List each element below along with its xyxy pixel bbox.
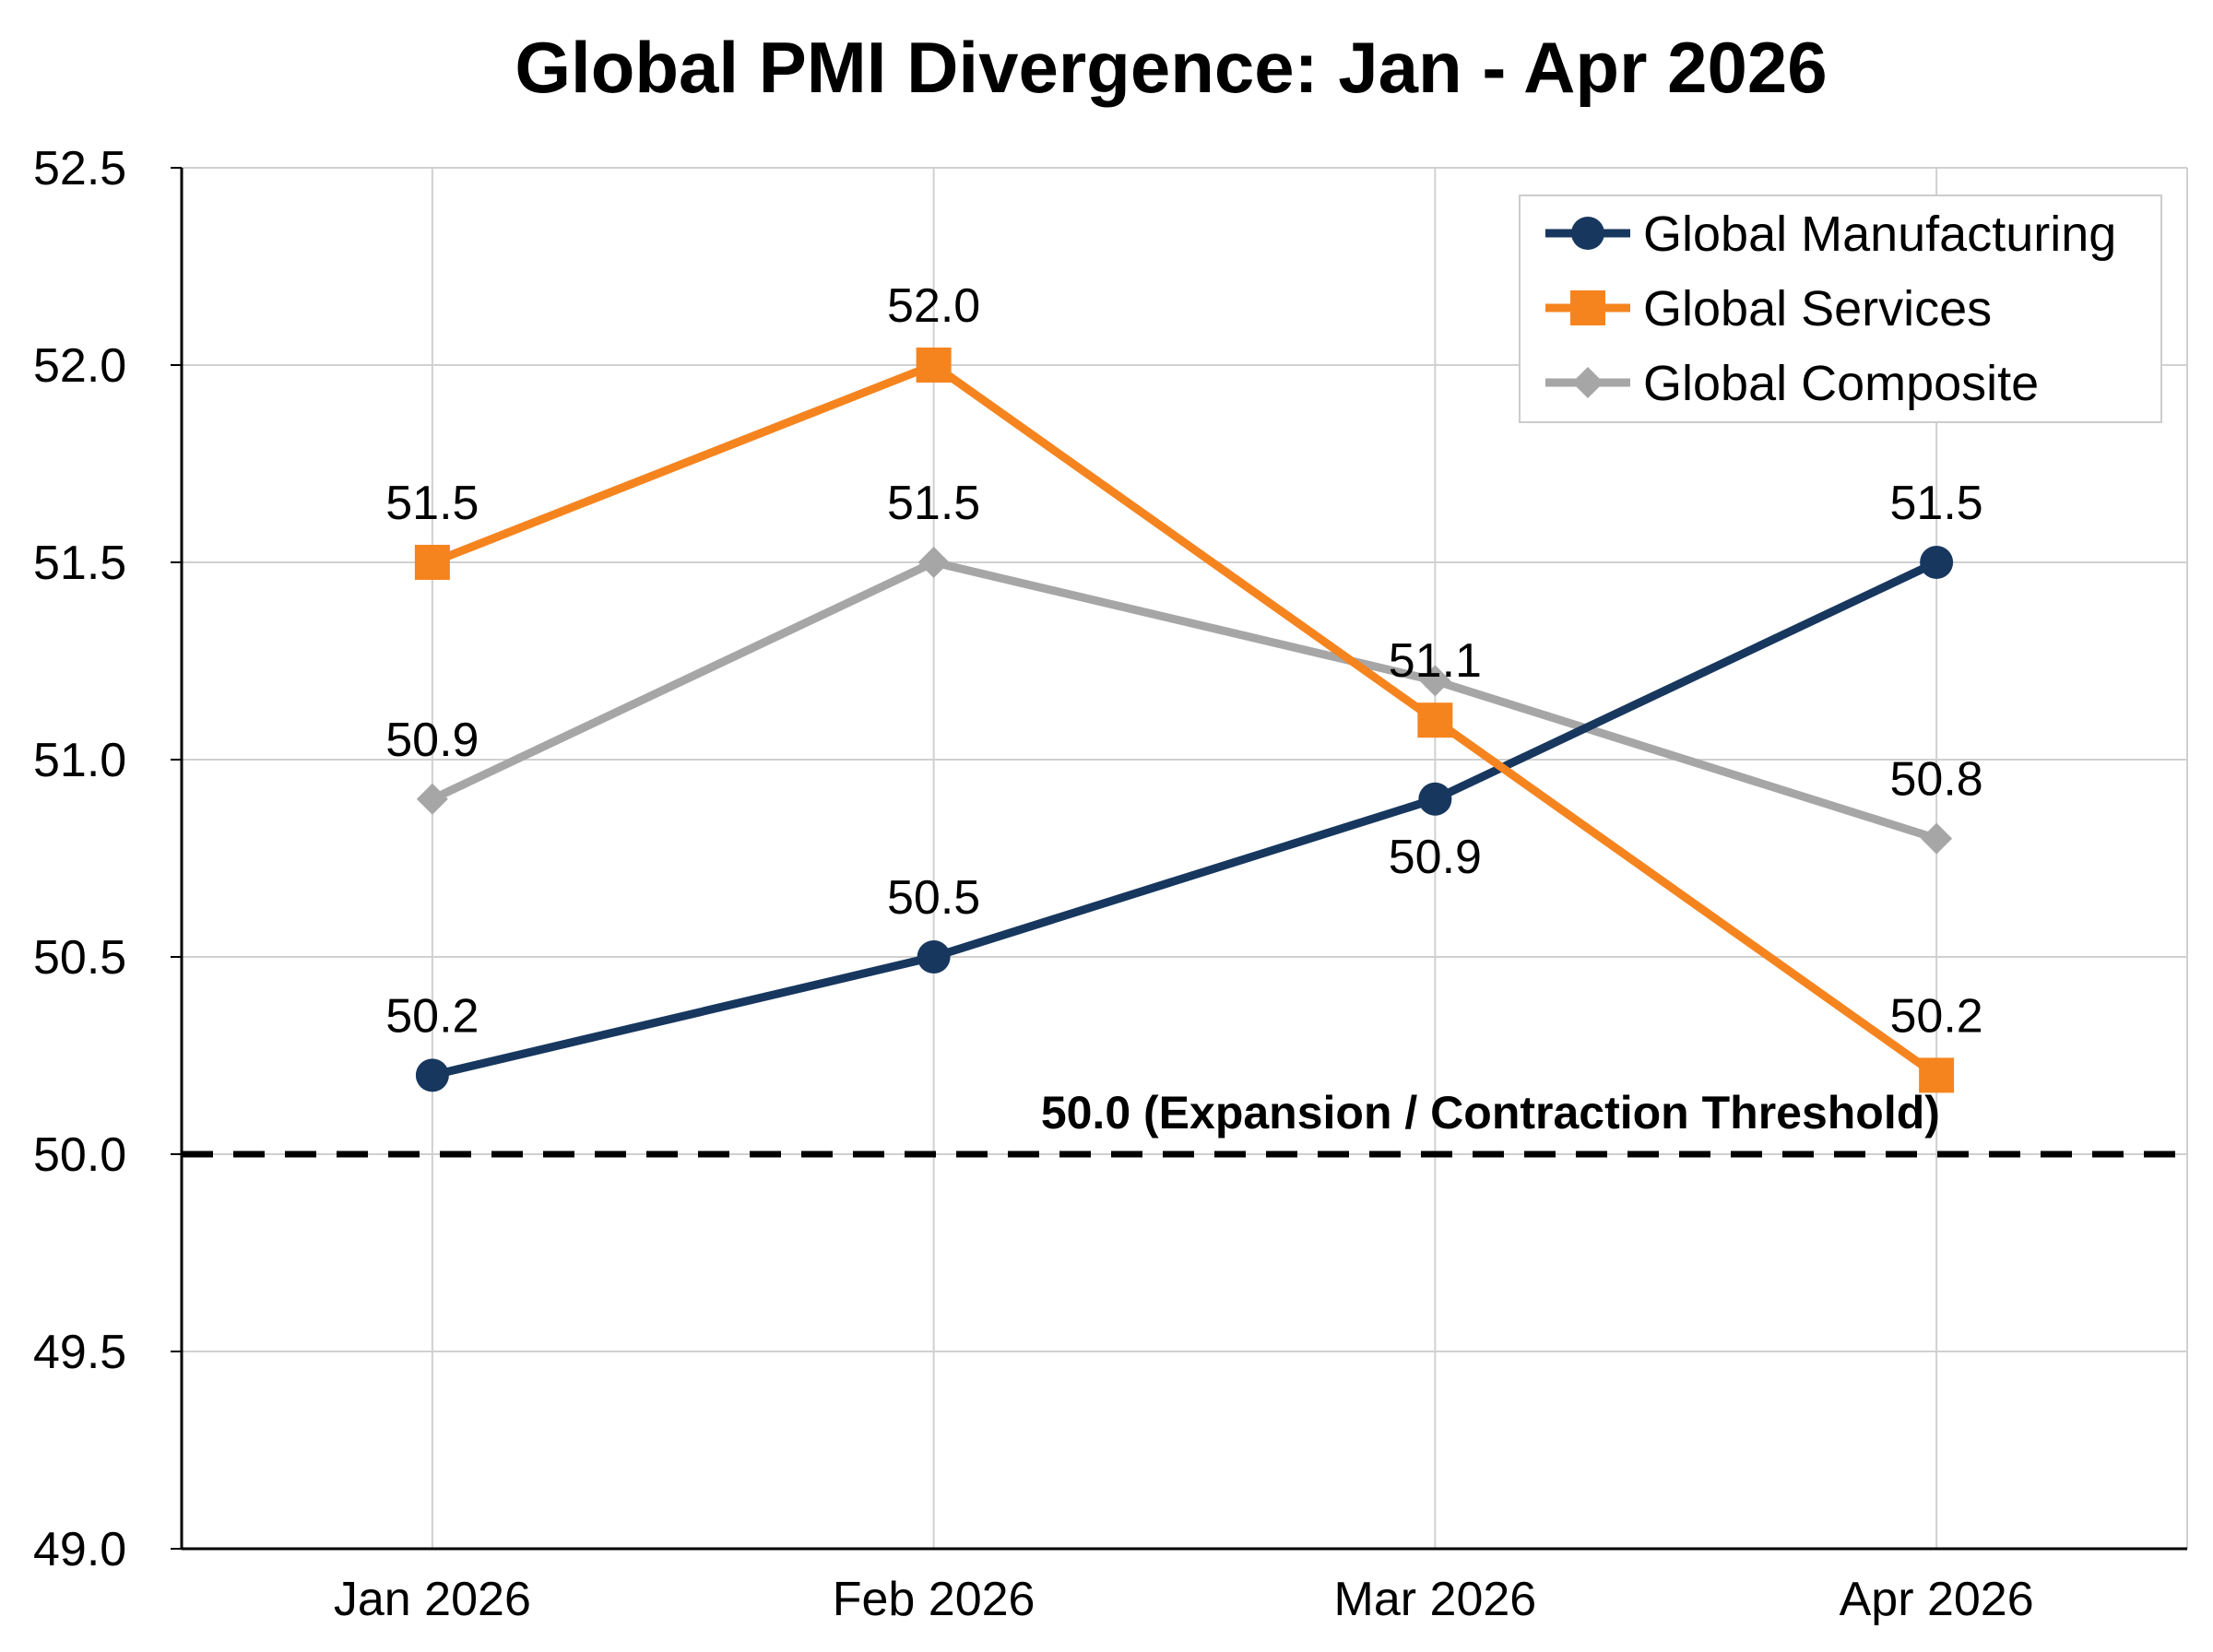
data-label: 51.5 <box>887 477 980 530</box>
data-point-square <box>1417 702 1453 738</box>
y-tick-label: 50.0 <box>33 1128 126 1182</box>
data-label: 50.9 <box>385 714 479 767</box>
legend-item: Global Manufacturing <box>1545 206 2116 262</box>
y-tick-label: 51.5 <box>33 537 126 590</box>
x-tick-label: Feb 2026 <box>833 1573 1035 1626</box>
series-global-manufacturing <box>415 546 1954 1092</box>
series-global-composite <box>416 547 1953 855</box>
data-label: 50.2 <box>1890 989 1983 1043</box>
data-point-square <box>1570 290 1605 325</box>
legend: Global Manufacturing Global Services Globa… <box>1519 195 2162 423</box>
y-tick-label: 49.0 <box>33 1523 126 1576</box>
data-label: 51.5 <box>385 477 479 530</box>
y-tick-label: 49.5 <box>33 1326 126 1379</box>
data-label: 50.2 <box>385 989 479 1043</box>
threshold-annotation: 50.0 (Expansion / Contraction Threshold) <box>1041 1087 1940 1139</box>
series-global-services <box>414 348 1955 1093</box>
data-point-diamond <box>917 547 950 578</box>
series-line <box>428 558 1941 1080</box>
data-label: 52.0 <box>887 279 980 333</box>
x-tick-label: Jan 2026 <box>334 1573 531 1626</box>
y-tick-label: 52.5 <box>33 142 126 195</box>
axes: 49.0 49.5 50.0 50.5 51.0 51.5 52.0 52.5 Jan 2026… <box>33 142 2187 1626</box>
data-point-circle <box>1571 217 1604 250</box>
data-label: 50.8 <box>1890 753 1983 807</box>
legend-label: Global Composite <box>1643 356 2039 411</box>
data-labels: 50.2 50.5 50.9 51.5 51.5 52.0 51.1 50.2 50.9 51.5… <box>385 279 1982 1043</box>
data-label: 50.9 <box>1389 831 1482 884</box>
data-point-circle <box>1920 546 1954 579</box>
legend-label: Global Services <box>1643 281 1992 336</box>
data-label: 50.5 <box>887 871 980 925</box>
data-point-diamond <box>1572 367 1604 398</box>
data-point-diamond <box>1419 665 1451 697</box>
series-line <box>428 558 1941 844</box>
y-tick-label: 52.0 <box>33 339 126 393</box>
y-tick-label: 51.0 <box>33 734 126 787</box>
data-label: 51.5 <box>1890 477 1983 530</box>
x-tick-label: Apr 2026 <box>1840 1573 2034 1626</box>
data-point-square <box>916 348 952 383</box>
data-point-circle <box>415 1058 449 1092</box>
data-point-diamond <box>416 783 448 815</box>
data-label: 51.1 <box>1389 634 1482 688</box>
data-point-circle <box>917 940 951 974</box>
threshold-line-group: 50.0 (Expansion / Contraction Threshold) <box>182 1087 2187 1158</box>
data-point-square <box>414 545 450 580</box>
y-tick-label: 50.5 <box>33 931 126 985</box>
data-point-circle <box>1418 782 1452 816</box>
x-tick-label: Mar 2026 <box>1334 1573 1537 1626</box>
series-line <box>428 360 1941 1080</box>
legend-label: Global Manufacturing <box>1643 206 2116 262</box>
legend-item: Global Services <box>1545 281 1992 336</box>
data-point-square <box>1919 1057 1955 1093</box>
legend-item: Global Composite <box>1545 356 2039 411</box>
series-group <box>414 348 1955 1093</box>
data-point-diamond <box>1921 822 1953 855</box>
chart-title: Global PMI Divergence: Jan - Apr 2026 <box>515 27 1827 108</box>
